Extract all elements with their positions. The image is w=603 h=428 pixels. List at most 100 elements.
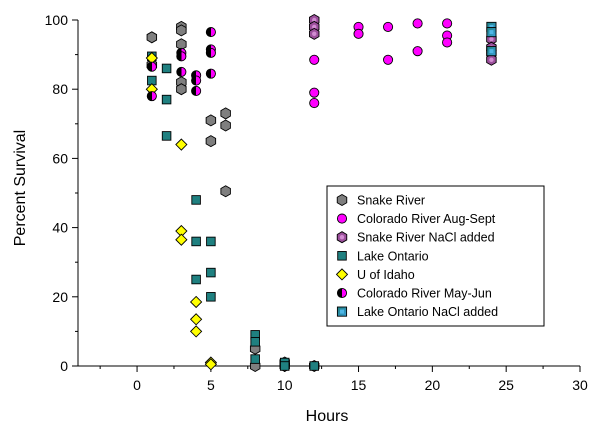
diamond-shape [189, 295, 203, 309]
square-shape [250, 337, 260, 347]
inner-dot [489, 49, 494, 54]
data-point [309, 97, 320, 109]
y-tick-label: 0 [60, 358, 68, 374]
hexagon-shape [336, 193, 348, 207]
data-point [206, 236, 216, 247]
data-point [442, 18, 453, 29]
data-point [220, 185, 231, 198]
legend-label: U of Idaho [357, 268, 415, 282]
series-colorado-river-aug-sept [309, 18, 453, 109]
data-point [175, 138, 188, 151]
legend-label: Colorado River May-Jun [357, 287, 492, 301]
half-circle-shape [205, 27, 216, 38]
x-tick-label: 25 [498, 377, 514, 393]
square-shape [206, 292, 216, 302]
data-point [191, 85, 202, 96]
legend-label: Colorado River Aug-Sept [357, 212, 496, 226]
circle-shape [383, 54, 394, 65]
legend-marker [336, 306, 348, 317]
data-point [176, 51, 187, 62]
half-circle-shape [191, 85, 202, 96]
half-circle-shape [146, 61, 157, 72]
data-point [176, 24, 187, 37]
hexagon-shape [176, 83, 187, 96]
x-tick-label: 5 [207, 377, 215, 393]
data-point [205, 27, 216, 38]
circle-shape [336, 213, 348, 224]
data-point [486, 27, 497, 38]
half-circle-shape [176, 66, 187, 77]
data-point [205, 114, 217, 127]
circle-shape [412, 46, 423, 57]
x-tick-label: 0 [133, 377, 141, 393]
data-point [279, 361, 290, 371]
data-point [189, 295, 203, 309]
data-point [206, 292, 216, 302]
data-point [442, 37, 453, 48]
diamond-shape [175, 233, 188, 246]
legend-marker [335, 268, 349, 281]
legend-marker [336, 287, 348, 299]
x-axis-title: Hours [306, 408, 349, 425]
diamond-shape [175, 138, 188, 151]
data-point [309, 27, 320, 40]
legend-label: Lake Ontario [357, 249, 429, 263]
data-point [486, 53, 497, 66]
legend-marker [336, 193, 348, 207]
data-point [161, 63, 172, 74]
data-point [189, 313, 203, 326]
data-point [220, 107, 231, 120]
square-shape [206, 267, 216, 278]
hexagon-shape [220, 119, 231, 132]
square-shape [279, 361, 290, 371]
y-tick-label: 100 [45, 12, 69, 28]
y-tick-label: 80 [52, 81, 68, 97]
half-circle-shape [176, 51, 187, 62]
data-point [353, 28, 364, 39]
data-point [250, 354, 260, 364]
half-circle-shape [336, 287, 348, 299]
y-tick-label: 40 [52, 220, 68, 236]
y-tick-label: 20 [52, 289, 68, 305]
legend-marker [336, 213, 348, 224]
series-u-of-idaho [145, 51, 218, 371]
x-tick-label: 15 [351, 377, 367, 393]
data-point [250, 337, 260, 347]
square-shape [161, 63, 172, 74]
legend-label: Snake River NaCl added [357, 231, 495, 245]
circle-shape [442, 18, 453, 29]
inner-dot [489, 36, 494, 42]
diamond-shape [189, 325, 203, 338]
data-points [145, 13, 497, 373]
x-tick-label: 20 [425, 377, 441, 393]
data-point [206, 267, 216, 278]
series-lake-ontario [147, 51, 319, 371]
series-lake-ontario-nacl-added [486, 21, 497, 57]
square-shape [337, 251, 347, 261]
data-point [189, 325, 203, 338]
square-shape [161, 94, 172, 105]
legend-marker [337, 251, 347, 261]
data-point [205, 47, 216, 58]
data-point [175, 233, 188, 246]
data-point [191, 195, 201, 205]
data-point [383, 21, 394, 32]
half-circle-shape [205, 47, 216, 58]
hexagon-shape [176, 24, 187, 37]
hexagon-shape [146, 31, 158, 44]
inner-dot [312, 17, 317, 23]
half-circle-shape [191, 75, 202, 86]
hexagon-shape [205, 114, 217, 127]
hexagon-shape [205, 135, 217, 148]
square-shape [309, 361, 319, 371]
data-point [146, 31, 158, 44]
inner-dot [312, 31, 317, 37]
square-shape [191, 274, 201, 285]
x-tick-labels: 0 5 10 15 20 25 30 [133, 377, 588, 393]
square-shape [191, 195, 201, 205]
x-tick-label: 30 [572, 377, 588, 393]
y-tick-labels: 0 20 40 60 80 100 [45, 12, 69, 374]
data-point [191, 75, 202, 86]
data-point [161, 131, 172, 141]
inner-dot [312, 24, 317, 30]
